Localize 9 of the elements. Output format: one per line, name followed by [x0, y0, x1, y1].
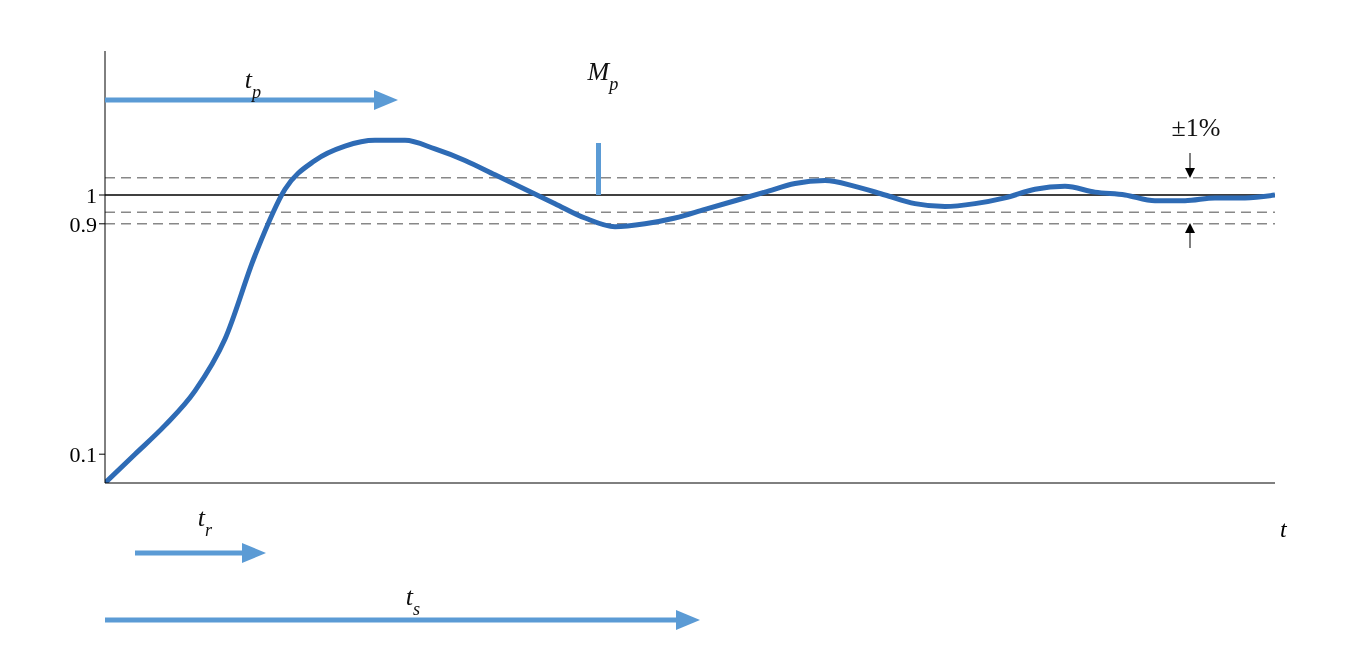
text: t$_{s}$	[405, 582, 421, 619]
annotation: t$_{p}$	[244, 65, 262, 102]
y-tick-label: 1	[86, 182, 97, 208]
y-tick-label: 0.9	[69, 211, 97, 237]
y-tick-label: 0.1	[69, 442, 97, 468]
text: t$_{r}$	[197, 503, 214, 540]
annotation: ±1%	[1171, 113, 1221, 142]
x-axis-title: t	[1280, 515, 1288, 542]
annotation: M$_{p}$	[586, 57, 619, 94]
